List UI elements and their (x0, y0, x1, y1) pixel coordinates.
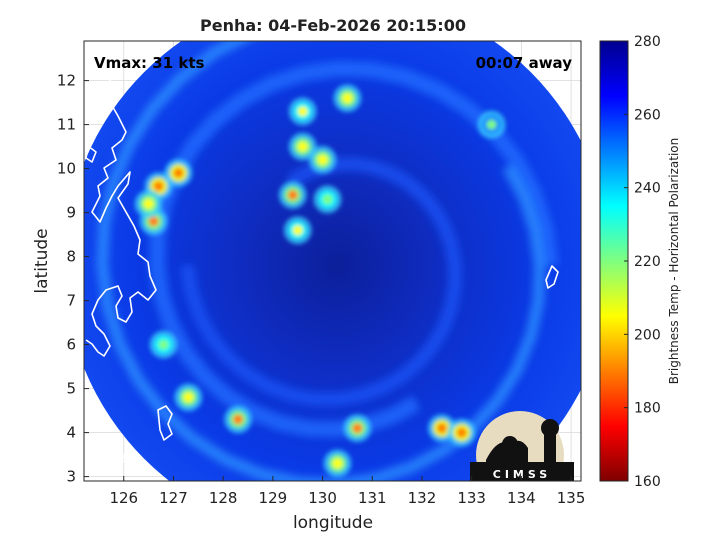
convective-core (233, 414, 244, 425)
convective-core (486, 119, 497, 130)
y-tick-label: 5 (66, 380, 76, 398)
chart-title: Penha: 04-Feb-2026 20:15:00 (200, 16, 466, 35)
x-tick-label: 131 (358, 489, 387, 507)
coastline-island-small (85, 145, 97, 163)
y-tick-label: 4 (66, 424, 76, 442)
rain-band (96, 41, 546, 481)
convective-core (158, 339, 169, 350)
colorbar-tick-label: 280 (634, 34, 661, 50)
convective-core (148, 216, 159, 227)
convective-core (456, 427, 467, 438)
x-tick-label: 132 (408, 489, 437, 507)
y-tick-label: 6 (66, 336, 76, 354)
coastline-mindanao (85, 55, 157, 357)
convective-core (322, 194, 333, 205)
y-tick-label: 7 (66, 292, 76, 310)
convective-core (292, 225, 303, 236)
y-tick-label: 12 (57, 72, 76, 90)
y-tick-label: 9 (66, 204, 76, 222)
coastline-sangihe (157, 405, 173, 441)
colorbar (599, 40, 629, 482)
x-tick-label: 130 (308, 489, 337, 507)
cold-cloud-features (134, 84, 506, 478)
colorbar-tick-label: 180 (634, 401, 661, 417)
colorbar-tick-label: 220 (634, 254, 661, 270)
colorbar-tick-label: 240 (634, 181, 661, 197)
colorbar-label: Brightness Temp - Horizontal Polarizatio… (667, 138, 681, 385)
convective-core (297, 141, 308, 152)
y-axis-label: latitude (32, 228, 52, 293)
y-axis-ticks: 3 4 5 6 7 8 9 10 11 12 (57, 72, 89, 486)
convective-core (153, 181, 164, 192)
colorbar-tick-label: 260 (634, 107, 661, 123)
coastline-palau (545, 265, 559, 289)
coastline (85, 55, 559, 463)
convective-core (317, 154, 328, 165)
x-axis-ticks: 126 127 128 129 130 131 132 133 134 135 (109, 476, 585, 507)
x-tick-label: 128 (209, 489, 238, 507)
rain-band (180, 156, 462, 407)
convective-core (287, 190, 298, 200)
x-tick-label: 133 (457, 489, 486, 507)
cimss-logo: CIMSS (470, 411, 574, 481)
vmax-label: Vmax: 31 kts (94, 54, 204, 72)
convective-core (352, 423, 363, 434)
convective-core (183, 392, 194, 403)
x-tick-label: 135 (557, 489, 586, 507)
x-tick-label: 129 (259, 489, 288, 507)
convective-core (297, 106, 308, 117)
convective-core (436, 423, 447, 434)
age-label: 00:07 away (476, 54, 573, 72)
y-tick-label: 3 (66, 468, 76, 486)
colorbar-tick-label: 160 (634, 474, 661, 490)
convective-core (143, 198, 154, 209)
y-tick-label: 11 (57, 116, 76, 134)
x-tick-label: 134 (507, 489, 536, 507)
x-tick-label: 126 (109, 489, 138, 507)
logo-text: CIMSS (493, 468, 551, 481)
y-tick-label: 8 (66, 248, 76, 266)
convective-core (342, 93, 353, 104)
colorbar-ticks: 160 180 200 220 240 260 280 (624, 34, 661, 490)
convective-core (173, 168, 184, 178)
convective-core (332, 458, 343, 469)
x-axis-label: longitude (293, 513, 373, 533)
coastline-talaud (113, 447, 127, 463)
axes-frame (83, 40, 582, 482)
colorbar-tick-label: 200 (634, 327, 661, 343)
x-tick-label: 127 (159, 489, 188, 507)
y-tick-label: 10 (57, 160, 76, 178)
